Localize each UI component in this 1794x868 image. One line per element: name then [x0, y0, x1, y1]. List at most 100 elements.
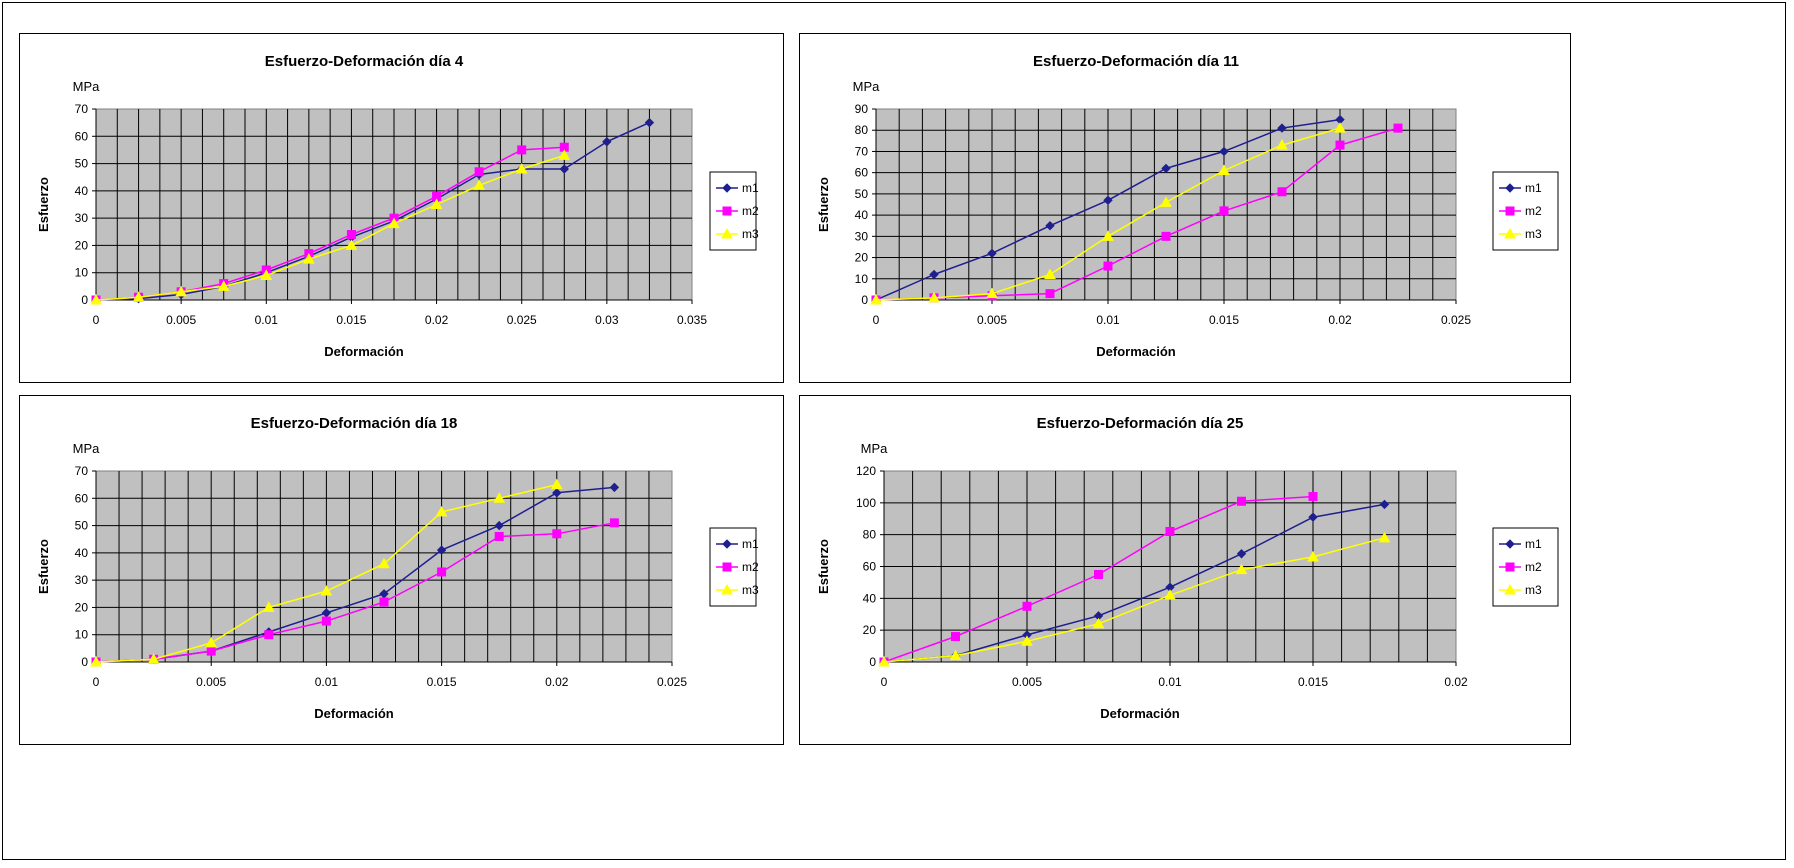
x-tick-label: 0.01	[1158, 675, 1182, 689]
data-point-m3	[430, 198, 443, 209]
y-tick-label: 70	[855, 144, 869, 158]
series-line-m3	[95, 154, 565, 301]
x-tick-label: 0.015	[1298, 675, 1328, 689]
legend-label-m2: m2	[742, 560, 759, 574]
data-point-m3	[870, 293, 882, 305]
chart-panel-day18: 0 10 20 30 40 50 60 70 0 0.005 0.01 0.015 0.02 0.025 E…	[19, 395, 784, 745]
series-m3	[90, 149, 571, 305]
x-tick-label: 0.035	[677, 313, 707, 327]
legend: m1 m2 m3	[1492, 527, 1559, 607]
data-point-m2	[609, 518, 619, 528]
data-point-m2	[1094, 569, 1103, 579]
y-axis-label: Esfuerzo	[36, 539, 51, 594]
y-tick-label: 60	[75, 491, 89, 505]
data-point-m2	[1161, 231, 1171, 241]
y-tick-label: 80	[855, 123, 869, 137]
y-tick-label: 50	[75, 157, 89, 171]
data-point-m3	[1218, 164, 1230, 176]
data-point-m1	[1236, 549, 1247, 559]
data-point-m3	[1334, 122, 1346, 133]
legend: m1 m2 m3	[709, 527, 759, 607]
chart-day25-svg: 0 20 40 60 80 100 120 0 0.005 0.01 0.015 0.02 Esfuer…	[816, 415, 1559, 721]
series-m1	[871, 114, 1345, 305]
x-tick-label: 0.025	[657, 675, 687, 689]
legend-marker-m3	[1504, 583, 1516, 595]
unit-label: MPa	[73, 79, 101, 94]
y-tick-label: 20	[855, 251, 869, 265]
y-tick-label: 20	[863, 623, 877, 637]
series-line-m2	[95, 522, 615, 663]
data-point-m3	[217, 280, 230, 291]
legend-marker-m2	[722, 562, 732, 572]
y-tick-label: 70	[75, 464, 89, 478]
y-tick-label: 30	[75, 211, 89, 225]
data-point-m3	[320, 585, 333, 596]
data-point-m1	[494, 520, 504, 531]
data-point-m1	[1308, 512, 1318, 522]
data-point-m3	[90, 655, 102, 667]
x-tick-label: 0	[93, 675, 100, 689]
x-tick-label: 0.02	[425, 313, 449, 327]
data-point-m1	[1045, 221, 1055, 231]
y-axis-label: Esfuerzo	[816, 177, 831, 232]
data-point-m3	[558, 149, 571, 160]
data-point-m3	[1235, 563, 1248, 575]
data-point-m3	[260, 269, 273, 280]
data-point-m3	[303, 253, 315, 264]
legend-marker-m1	[1505, 183, 1515, 193]
chart-day11-svg: 0 10 20 30 40 50 60 70 80 90 0 0.005 0.01 0.015 0.02 0.…	[816, 53, 1559, 359]
unit-label: MPa	[861, 441, 889, 456]
data-point-m3	[1092, 617, 1105, 629]
legend-marker-m2	[722, 206, 732, 216]
data-point-m1	[1219, 146, 1229, 157]
data-point-m2	[474, 167, 484, 177]
data-point-m2	[494, 531, 504, 541]
x-axis-label: Deformación	[314, 706, 394, 721]
x-tick-label: 0	[881, 675, 888, 689]
data-point-m1	[1277, 123, 1287, 133]
x-axis-label: Deformación	[324, 344, 404, 359]
legend-label-m1: m1	[1525, 537, 1542, 551]
data-point-m3	[205, 636, 218, 648]
data-point-m2	[346, 230, 356, 240]
data-point-m3	[949, 649, 962, 661]
data-point-m3	[928, 291, 940, 303]
legend-marker-m1	[722, 539, 732, 549]
data-point-m1	[644, 117, 655, 128]
legend-label-m1: m1	[742, 537, 759, 551]
y-tick-label: 30	[855, 229, 869, 243]
legend-label-m2: m2	[1525, 560, 1542, 574]
data-point-m2	[206, 646, 216, 656]
x-axis-label: Deformación	[1096, 344, 1176, 359]
chart-day4-svg: 0 10 20 30 40 50 60 70 0 0.005 0.01 0.015 0.02 0.025 0…	[36, 53, 759, 359]
x-tick-label: 0.025	[1441, 313, 1471, 327]
y-tick-label: 40	[863, 591, 877, 605]
data-point-m2	[1308, 491, 1318, 501]
chart-title: Esfuerzo-Deformación día 4	[265, 53, 464, 70]
y-tick-label: 40	[75, 546, 89, 560]
series-m3	[870, 122, 1346, 305]
y-tick-label: 100	[856, 496, 876, 510]
chart-title: Esfuerzo-Deformación día 11	[1033, 53, 1239, 70]
data-point-m3	[1102, 230, 1114, 241]
data-point-m1	[1161, 163, 1171, 174]
x-tick-label: 0.015	[1209, 313, 1239, 327]
legend-marker-m3	[721, 583, 733, 595]
chart-title: Esfuerzo-Deformación día 18	[251, 415, 458, 432]
data-point-m2	[321, 616, 331, 626]
x-tick-label: 0.025	[507, 313, 537, 327]
y-tick-label: 20	[75, 238, 89, 252]
data-point-m2	[1045, 289, 1055, 299]
y-tick-label: 10	[75, 266, 89, 280]
data-point-m3	[1307, 550, 1319, 562]
y-tick-label: 0	[869, 655, 876, 669]
data-point-m3	[378, 557, 390, 569]
data-point-m3	[493, 492, 506, 503]
data-point-m2	[1165, 526, 1175, 536]
y-tick-label: 120	[856, 464, 876, 478]
y-tick-label: 50	[75, 519, 89, 533]
x-tick-label: 0.02	[545, 675, 569, 689]
data-point-m3	[550, 478, 563, 490]
series-line-m1	[883, 503, 1385, 663]
data-point-m3	[878, 655, 890, 667]
